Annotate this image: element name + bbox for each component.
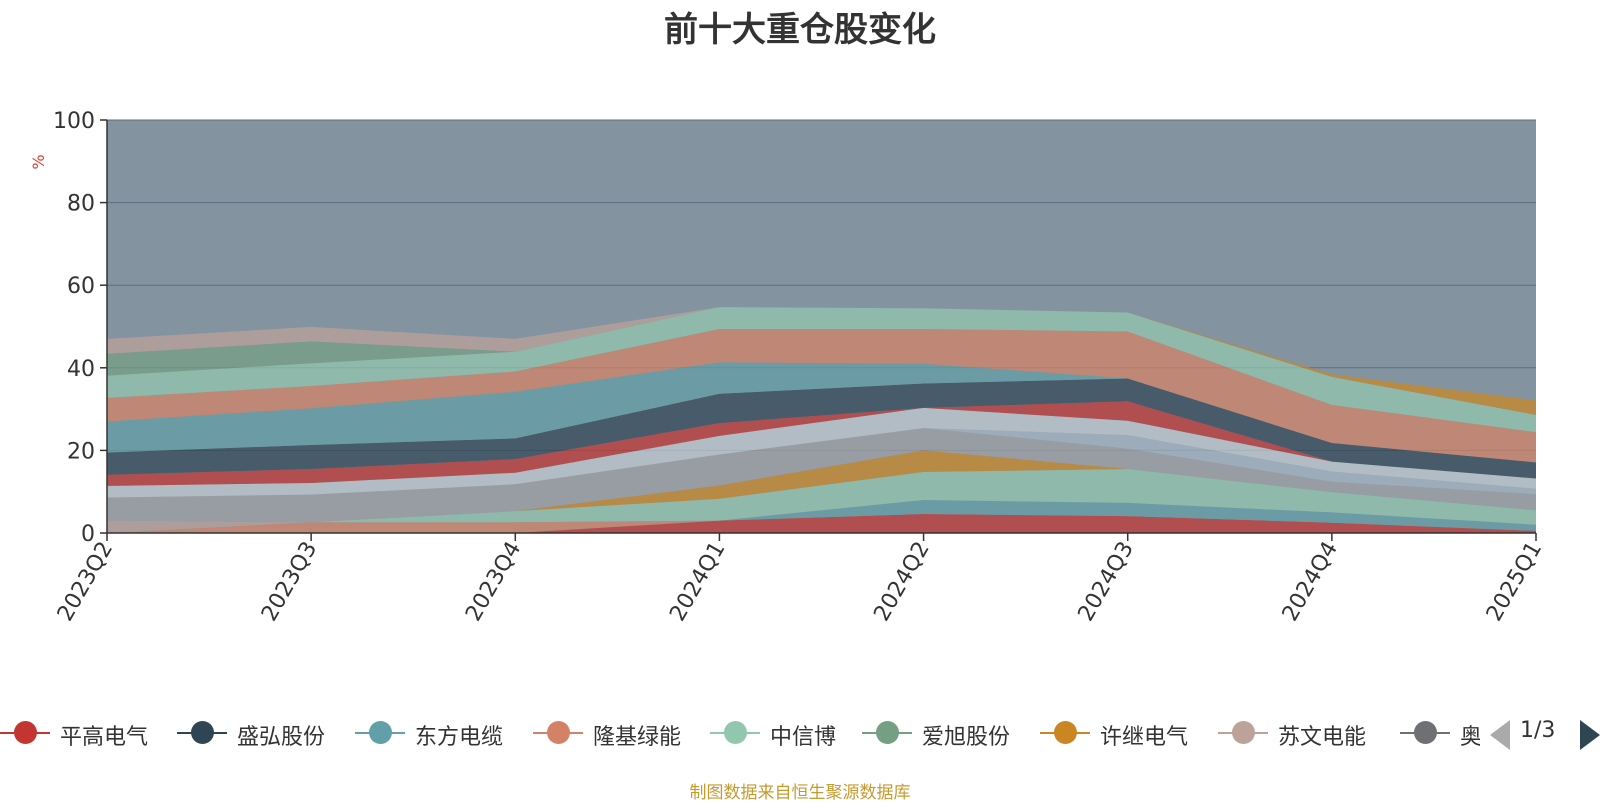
legend-marker-icon: [369, 721, 392, 744]
y-tick-label: 40: [67, 357, 95, 382]
legend-label: 隆基绿能: [593, 725, 682, 750]
legend-marker-icon: [14, 721, 37, 744]
area-series-unnamed-9: [107, 428, 1536, 523]
legend-label: 中信博: [770, 725, 837, 750]
legend: 平高电气 盛弘股份 东方电缆 隆基绿能 中信博 爱旭股份 许继电气 苏文电能 奥特维: [0, 713, 1480, 753]
legend-marker-icon: [876, 721, 899, 744]
x-tick-label: 2024Q3: [1074, 538, 1139, 626]
chart-plot: 0 20 40 60 80 100 2023Q2 2023Q3 2023Q4 2024Q1 2024…: [29, 109, 1547, 626]
legend-item[interactable]: 爱旭股份: [862, 713, 1032, 753]
legend-marker-icon: [547, 721, 570, 744]
x-tick-label: 2023Q3: [257, 538, 322, 626]
x-tick-label: 2024Q2: [869, 538, 934, 626]
area-series-unnamed-17: [107, 307, 1536, 433]
legend-label: 爱旭股份: [922, 725, 1011, 750]
legend-item[interactable]: 苏文电能: [1218, 713, 1388, 753]
y-tick-label: 60: [67, 274, 95, 299]
legend-next-page-icon[interactable]: [1580, 720, 1600, 750]
area-series-unnamed-13: [107, 401, 1536, 486]
area-series-平高电气: [107, 514, 1536, 533]
legend-marker-icon: [1232, 721, 1255, 744]
area-series-苏文电能: [107, 450, 1536, 533]
legend-page-indicator: 1/3: [1520, 718, 1556, 743]
legend-item[interactable]: 许继电气: [1040, 713, 1210, 753]
legend-label: 盛弘股份: [237, 725, 326, 750]
legend-marker-icon: [724, 721, 747, 744]
area-series-unnamed-11: [107, 428, 1536, 498]
legend-item[interactable]: 东方电缆: [355, 713, 525, 753]
legend-item[interactable]: 中信博: [710, 713, 880, 753]
area-series-unnamed-12: [107, 407, 1536, 498]
x-tick-label: 2024Q4: [1278, 538, 1343, 626]
legend-marker-icon: [1414, 721, 1437, 744]
y-tick-label: 100: [53, 109, 95, 134]
y-tick-label: 20: [67, 439, 95, 464]
legend-item[interactable]: 平高电气: [0, 713, 170, 753]
area-series-unnamed-14: [107, 378, 1536, 479]
x-tick-label: 2023Q4: [461, 538, 526, 626]
area-series-东方电缆: [107, 500, 1536, 533]
x-tick-label: 2024Q1: [665, 538, 730, 626]
legend-label: 平高电气: [60, 725, 149, 750]
y-tick-label: 80: [67, 192, 95, 217]
legend-pager: 1/3: [1490, 716, 1600, 752]
legend-label: 奥特维: [1460, 725, 1480, 750]
legend-item[interactable]: 盛弘股份: [177, 713, 347, 753]
area-series-隆基绿能: [107, 500, 1536, 533]
y-axis-label: %: [29, 154, 48, 169]
legend-item[interactable]: 隆基绿能: [533, 713, 703, 753]
legend-label: 许继电气: [1100, 725, 1189, 750]
legend-marker-icon: [1054, 721, 1077, 744]
legend-item[interactable]: 奥特维: [1400, 713, 1480, 753]
legend-label: 东方电缆: [415, 725, 504, 750]
legend-marker-icon: [191, 721, 214, 744]
area-series-中信博: [107, 469, 1536, 533]
x-tick-label: 2025Q1: [1482, 538, 1547, 626]
area-series-unnamed-16: [107, 329, 1536, 463]
area-series-unnamed-15: [107, 362, 1536, 463]
x-tick-label: 2023Q2: [53, 538, 118, 626]
data-source-note: 制图数据来自恒生聚源数据库: [689, 783, 911, 803]
y-tick-label: 0: [81, 522, 95, 547]
legend-label: 苏文电能: [1278, 725, 1367, 750]
legend-prev-page-icon[interactable]: [1490, 720, 1510, 750]
area-series: [107, 307, 1536, 533]
chart-title: 前十大重仓股变化: [664, 10, 936, 50]
